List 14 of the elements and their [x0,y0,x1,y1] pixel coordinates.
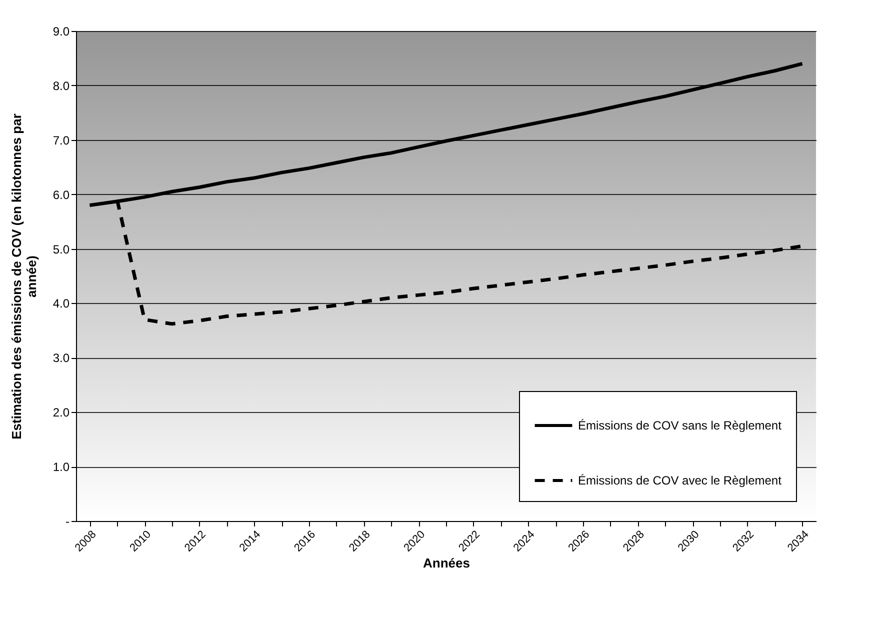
y-tick-label: 7.0 [52,133,70,148]
y-tick-label: 4.0 [52,296,70,311]
x-axis-title: Années [423,556,470,571]
legend-label: Émissions de COV sans le Règlement [578,418,782,432]
y-tick-label: 2.0 [52,406,70,420]
y-tick-label: 8.0 [52,78,70,93]
y-tick-label: 5.0 [52,242,70,256]
legend-label: Émissions de COV avec le Règlement [578,474,782,488]
y-tick-label: 9.0 [52,24,70,38]
y-tick-label: - [66,514,70,528]
y-tick-label: 6.0 [52,188,70,202]
y-axis-title: Estimation des émissions de COV (en kilotonnes par année) [8,114,39,440]
y-tick-label: 3.0 [52,351,70,366]
y-tick-label: 1.0 [52,460,70,474]
